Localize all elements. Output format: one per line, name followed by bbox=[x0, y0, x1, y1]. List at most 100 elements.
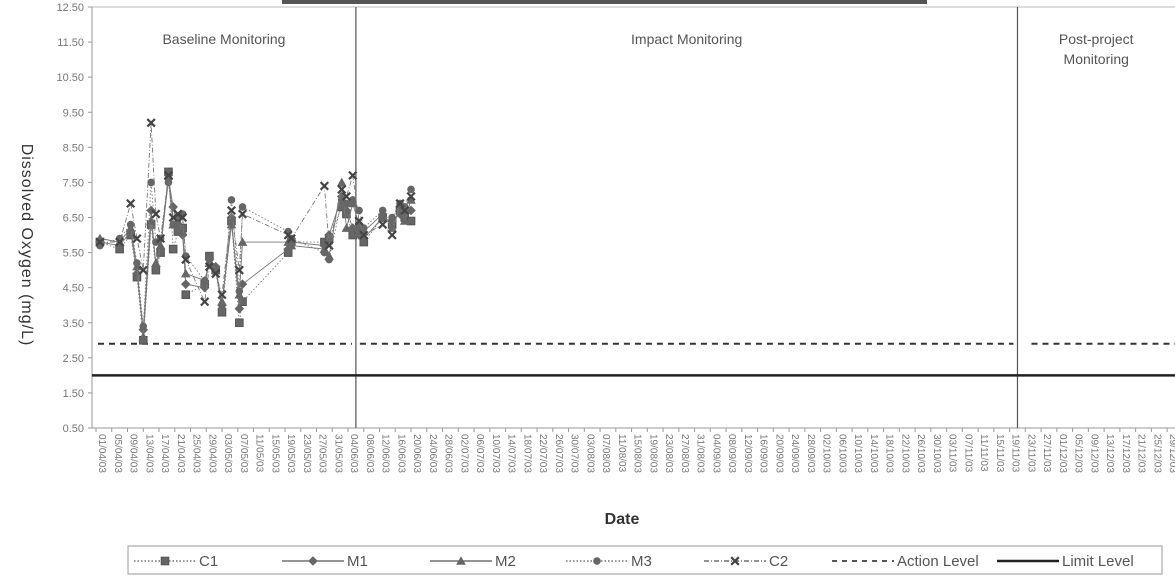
data-point bbox=[217, 296, 227, 306]
data-point bbox=[156, 233, 166, 244]
x-tick-label: 21/12/03 bbox=[1136, 434, 1147, 473]
y-tick-label: 7.50 bbox=[63, 177, 84, 189]
data-point bbox=[286, 233, 296, 244]
x-tick-label: 22/07/03 bbox=[537, 434, 548, 473]
legend-item-m2: M2 bbox=[430, 553, 516, 570]
x-tick-label: 08/09/03 bbox=[726, 434, 737, 473]
x-tick-label: 12/06/03 bbox=[380, 434, 391, 473]
x-tick-label: 25/12/03 bbox=[1151, 434, 1162, 473]
x-tick-label: 04/06/03 bbox=[348, 434, 359, 473]
data-point bbox=[234, 265, 244, 275]
legend-label: Action Level bbox=[897, 553, 979, 570]
legend-item-m3: M3 bbox=[566, 553, 652, 570]
reference-levels bbox=[92, 342, 1175, 377]
y-tick-label: 0.50 bbox=[63, 423, 84, 435]
legend-item-c1: C1 bbox=[134, 553, 218, 570]
data-point bbox=[155, 240, 166, 250]
x-tick-label: 14/07/03 bbox=[506, 434, 517, 473]
x-tick-label: 20/06/03 bbox=[411, 434, 422, 473]
x-tick-label: 31/08/03 bbox=[695, 434, 706, 473]
data-point bbox=[132, 233, 142, 244]
data-point bbox=[168, 202, 178, 212]
data-point bbox=[181, 255, 191, 265]
x-tick-label: 28/09/03 bbox=[805, 434, 816, 473]
data-point bbox=[235, 318, 244, 328]
x-tick-label: 28/06/03 bbox=[443, 434, 454, 473]
x-tick-label: 31/05/03 bbox=[332, 434, 343, 473]
legend-label: C1 bbox=[199, 553, 218, 570]
x-axis: 01/04/03 05/04/03 09/04/03 13/04/03 17/04/03… bbox=[95, 428, 1175, 473]
x-tick-label: 14/10/03 bbox=[868, 434, 879, 473]
data-point bbox=[204, 262, 214, 272]
y-tick-label: 9.50 bbox=[63, 107, 84, 119]
series-m2 bbox=[95, 170, 416, 341]
legend-item-action-level: Action Level bbox=[832, 553, 979, 570]
y-axis-title: Dissolved Oxygen (mg/L) bbox=[18, 144, 35, 347]
x-tick-label: 08/06/03 bbox=[364, 434, 375, 473]
phase-label: Baseline Monitoring bbox=[162, 31, 285, 47]
x-tick-label: 17/04/03 bbox=[159, 434, 170, 473]
data-point bbox=[324, 230, 334, 240]
data-point bbox=[138, 331, 149, 341]
data-point bbox=[180, 268, 191, 278]
data-point bbox=[227, 196, 236, 204]
data-point bbox=[163, 170, 174, 180]
legend-item-limit-level: Limit Level bbox=[997, 553, 1134, 570]
series-c2 bbox=[95, 118, 416, 307]
x-tick-label: 09/04/03 bbox=[128, 434, 139, 473]
legend-label: M2 bbox=[495, 553, 516, 570]
x-tick-label: 03/11/03 bbox=[947, 434, 958, 473]
data-point bbox=[139, 322, 148, 331]
x-tick-label: 06/07/03 bbox=[474, 434, 485, 473]
x-tick-label: 10/07/03 bbox=[490, 434, 501, 473]
phase-label: Monitoring bbox=[1064, 51, 1129, 67]
x-axis-title: Date bbox=[605, 511, 640, 528]
data-point bbox=[218, 304, 226, 313]
y-tick-label: 12.50 bbox=[56, 2, 84, 14]
x-tick-label: 29/12/03 bbox=[1167, 434, 1175, 473]
legend-marker bbox=[593, 557, 601, 565]
x-tick-label: 11/11/03 bbox=[978, 434, 989, 472]
data-point bbox=[126, 198, 136, 209]
x-tick-label: 29/04/03 bbox=[206, 434, 217, 473]
data-point bbox=[147, 178, 155, 187]
chart-title-bar bbox=[282, 0, 927, 4]
data-point bbox=[217, 290, 227, 300]
x-tick-label: 23/11/03 bbox=[1025, 434, 1036, 473]
data-point bbox=[359, 224, 368, 232]
data-point bbox=[347, 223, 358, 233]
x-tick-label: 05/04/03 bbox=[112, 434, 123, 473]
phase-dividers: Baseline Monitoring Impact Monitoring Post… bbox=[162, 7, 1134, 428]
data-point bbox=[177, 226, 188, 236]
data-point bbox=[151, 209, 161, 219]
x-tick-label: 16/06/03 bbox=[395, 434, 406, 473]
data-point bbox=[337, 184, 347, 195]
data-point bbox=[341, 191, 352, 202]
x-tick-label: 19/05/03 bbox=[285, 434, 296, 473]
x-tick-label: 03/08/03 bbox=[584, 434, 595, 473]
data-point bbox=[180, 279, 191, 289]
legend-item-m1: M1 bbox=[282, 553, 368, 570]
data-point bbox=[388, 213, 396, 222]
data-point bbox=[342, 199, 351, 208]
legend-marker bbox=[160, 556, 170, 566]
data-point bbox=[178, 212, 188, 223]
x-tick-label: 22/10/03 bbox=[899, 434, 910, 473]
data-point bbox=[355, 206, 363, 215]
x-tick-label: 26/07/03 bbox=[553, 434, 564, 473]
y-axis: 0.50 1.50 2.50 3.50 4.50 5.50 6.50 7.50 8.50 9.50… bbox=[56, 2, 92, 435]
x-tick-label: 16/09/03 bbox=[758, 434, 769, 473]
data-point bbox=[324, 240, 334, 251]
data-point bbox=[138, 265, 148, 275]
data-point bbox=[115, 237, 125, 247]
y-tick-label: 5.50 bbox=[63, 248, 84, 260]
legend-marker bbox=[730, 556, 740, 566]
x-tick-label: 30/10/03 bbox=[931, 434, 942, 473]
x-tick-label: 25/04/03 bbox=[191, 434, 202, 473]
data-point bbox=[133, 259, 141, 267]
data-point bbox=[358, 233, 369, 244]
x-tick-label: 26/10/03 bbox=[915, 434, 926, 473]
data-point bbox=[235, 287, 244, 295]
x-tick-label: 12/09/03 bbox=[742, 434, 753, 473]
data-point bbox=[164, 178, 173, 187]
